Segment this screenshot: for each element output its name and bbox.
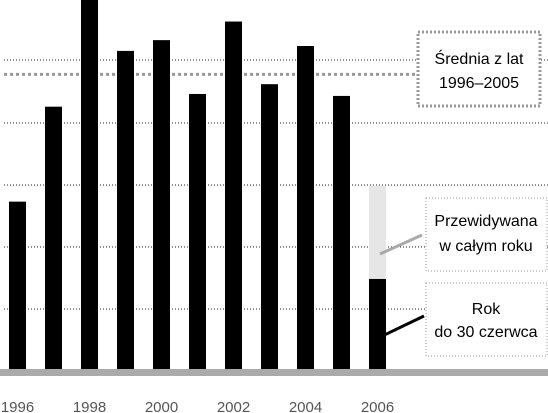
ytd-label-line-1: Rok: [472, 301, 501, 318]
bar-2001: [189, 93, 206, 370]
forecast-label-line-1: Przewidywana: [434, 213, 537, 230]
x-tick-2004: 2004: [289, 399, 322, 413]
forecast-pointer-line: [379, 233, 423, 256]
bar-2005: [333, 95, 350, 370]
ytd-label-line-2: do 30 czerwca: [434, 324, 537, 341]
bar-2000: [153, 40, 170, 371]
ytd-pointer-line: [375, 314, 425, 341]
average-label-line-2: 1996–2005: [439, 75, 519, 92]
x-tick-1998: 1998: [73, 399, 106, 413]
bar-2004: [297, 46, 314, 371]
bars: [9, 0, 386, 371]
forecast-label-line-2: w całym roku: [438, 238, 532, 255]
average-label-line-1: Średnia z lat: [435, 49, 524, 68]
average-legend-border: [416, 30, 542, 108]
forecast-legend-box: Przewidywana w całym roku: [379, 197, 548, 272]
x-tick-2002: 2002: [217, 399, 250, 413]
forecast-legend-border: [425, 197, 548, 272]
bar-2006: [369, 278, 386, 370]
bar-1996: [9, 201, 26, 370]
bar-1998: [81, 0, 98, 370]
x-tick-labels: 1996 1998 2000 2002 2004 2006: [1, 399, 394, 413]
bar-2002: [225, 21, 242, 370]
bar-1997: [45, 106, 62, 371]
average-legend-box: Średnia z lat 1996–2005: [416, 30, 542, 108]
bar-1999: [117, 50, 134, 370]
x-tick-1996: 1996: [1, 399, 34, 413]
bar-2003: [261, 84, 278, 370]
x-tick-2006: 2006: [361, 399, 394, 413]
ytd-legend-box: Rok do 30 czerwca: [375, 282, 548, 357]
x-axis-baseline: [0, 369, 548, 376]
x-tick-2000: 2000: [145, 399, 178, 413]
ytd-legend-border: [425, 282, 548, 357]
